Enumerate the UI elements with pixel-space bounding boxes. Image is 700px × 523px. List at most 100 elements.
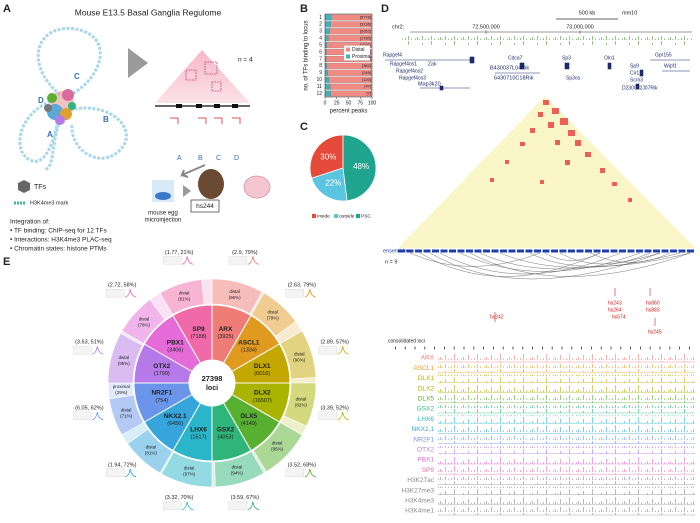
track-signal	[438, 476, 695, 485]
track-label: DLX5	[418, 396, 435, 403]
enhancer-label: hs574	[612, 314, 626, 320]
motif-stat: (2.63, 79%)	[288, 283, 317, 289]
caption: microinjection	[145, 218, 182, 224]
x-tick-label: 75	[357, 100, 363, 106]
distal-label: (95%)	[271, 447, 284, 452]
gene-label: Sp9	[630, 63, 639, 69]
enhancer-tick	[494, 288, 656, 326]
proximal-label: (29%)	[115, 390, 128, 395]
track-label: H3K27ac	[407, 477, 434, 484]
gene-models-part	[439, 85, 444, 91]
legend-label: TFs	[34, 184, 47, 191]
hic-map-part-part	[565, 160, 570, 165]
track-label: OTX2	[417, 447, 434, 454]
motif-logo	[318, 345, 337, 355]
gene-models-part	[607, 62, 612, 70]
gene-label: Gpr155	[655, 52, 672, 58]
microinjection-icon	[152, 169, 271, 213]
motif-stat: (3.52, 68%)	[288, 462, 317, 468]
microinjection-icon-part	[198, 169, 224, 199]
tf-cluster-part	[62, 89, 74, 101]
bar-segment	[324, 90, 331, 97]
gene-label: Olo1	[604, 55, 615, 61]
count-label: [7]	[367, 91, 371, 96]
y-axis-label: no. of TFs binding to locus	[304, 20, 310, 90]
bar-segment	[324, 14, 332, 21]
gene-models-part	[469, 56, 475, 64]
tf-name: DLX2	[254, 390, 271, 397]
track-signal	[438, 456, 695, 464]
integration-item: • Chromatin states: histone PTMs	[10, 246, 107, 253]
motif-stat: (2.72, 58%)	[108, 283, 137, 289]
hic-heatmap-part	[211, 81, 222, 92]
slice-label: 48%	[353, 162, 369, 171]
tf-count: (1517)	[191, 435, 207, 441]
caption: mouse egg	[148, 211, 178, 217]
gene-label: Rapgef4	[383, 52, 402, 58]
count-label: [1730]	[360, 35, 371, 40]
distal-label: (96%)	[229, 295, 242, 300]
bar-segment	[324, 35, 329, 42]
interaction-arcs-part	[559, 252, 651, 265]
coord-axis	[410, 30, 692, 34]
chromatin-loops-part	[36, 27, 102, 97]
motif-stat: (1.77, 21%)	[165, 250, 194, 256]
integration-item: • Interactions: H3K4me3 PLAC-seq	[10, 237, 112, 244]
bar-segment	[324, 69, 328, 76]
interaction-arcs-part	[469, 252, 691, 277]
motif-curve	[125, 289, 137, 298]
hic-map-part-part	[538, 112, 543, 117]
proximal-arc	[201, 278, 213, 305]
x-tick-label: 0	[324, 100, 327, 106]
gene-label: D230022J07Rik	[622, 85, 658, 91]
motif-logo	[73, 345, 92, 355]
integration-item: • TF binding: ChIP-seq for 12 TFs	[10, 228, 107, 235]
loop-letter: A	[47, 130, 53, 139]
legend-swatch	[334, 214, 338, 218]
tf-count: (6456)	[167, 421, 183, 427]
track-signal	[438, 466, 695, 475]
hic-heatmap-part	[155, 50, 250, 103]
hic-map-part-part	[568, 130, 575, 136]
y-tick-label: 2	[319, 22, 322, 28]
tf-name: ASCL1	[238, 339, 260, 346]
legend-label: outside	[339, 213, 355, 219]
hic-map-part-part	[585, 152, 591, 157]
signal-tracks: ARX ASCL1 DLX1 DLX2 DLX5 GSX2 LHX6 NKX2.1 NR2F1 O…	[401, 354, 695, 516]
tf-count: (16507)	[253, 398, 272, 404]
track-label: H3K4me3	[405, 498, 434, 505]
motif-stat: (3.59, 67%)	[231, 495, 260, 501]
pie-slice	[342, 134, 377, 202]
proximal-arc	[211, 461, 216, 488]
panel-label: E	[3, 256, 10, 268]
tf-name: GSX2	[217, 426, 235, 433]
hic-map-part	[490, 100, 632, 202]
y-tick-label: 3	[319, 29, 322, 35]
y-tick-label: 4	[319, 36, 322, 42]
chrom-label: chr2:	[392, 24, 405, 30]
tf-name: OTX2	[153, 363, 170, 370]
enhancer-label: hs242	[490, 314, 504, 320]
track-label: DLX2	[418, 385, 435, 392]
track-signal	[438, 445, 695, 454]
hic-heatmap-part	[232, 104, 238, 108]
ensembles-label: ensembles	[383, 248, 410, 254]
enhancer-label: hs243	[608, 300, 622, 306]
coord-label: 73,000,000	[566, 24, 594, 30]
interaction-arcs-part	[459, 252, 641, 272]
distal-label: (90%)	[293, 357, 306, 362]
interaction-arcs-part	[544, 252, 601, 261]
tf-cluster-part	[68, 102, 76, 110]
x-tick-label: 25	[334, 100, 340, 106]
enhancer-label: hs245	[648, 329, 662, 335]
consolidated-label: consolidated loci	[388, 338, 425, 344]
tf-name: DLX5	[240, 413, 257, 420]
motif-logo	[228, 501, 248, 510]
y-tick-label: 12	[316, 91, 322, 97]
tf-sector	[172, 304, 213, 364]
interaction-arcs-part	[429, 252, 661, 280]
distal-label: (97%)	[183, 471, 196, 476]
slice-label: 30%	[320, 152, 336, 161]
anchor-letter: D	[234, 155, 239, 162]
